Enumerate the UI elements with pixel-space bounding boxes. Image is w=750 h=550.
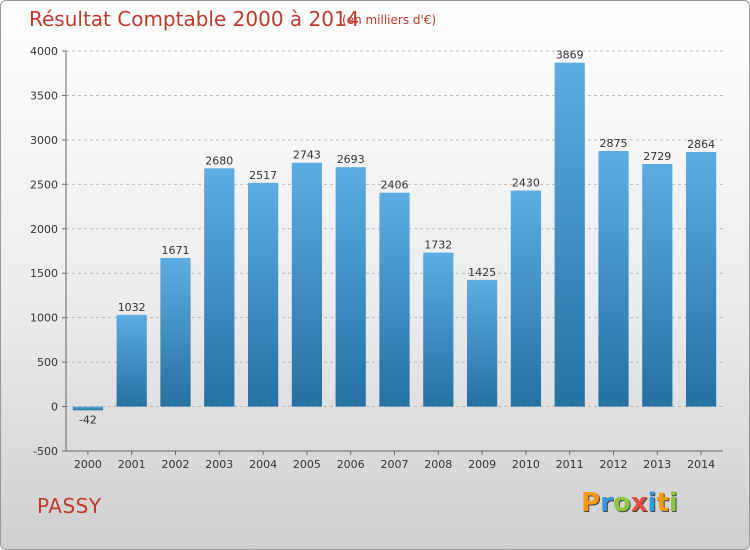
x-tick-label: 2006 <box>337 458 365 471</box>
chart-title: Résultat Comptable 2000 à 2014 <box>29 7 360 31</box>
data-label: 2743 <box>293 149 321 162</box>
bar <box>291 162 323 407</box>
bars: -42 1032 1671 2680 2517 2743 2693 2406 1732 1425 2… <box>72 49 717 426</box>
y-tick-label: 4000 <box>30 45 58 58</box>
bar <box>598 151 629 407</box>
y-axis: -500 0 500 1000 1500 2000 2500 3000 3500 4000 <box>30 45 67 458</box>
bar <box>379 192 410 407</box>
bar <box>204 168 235 407</box>
x-tick-label: 2013 <box>643 458 671 471</box>
y-tick-label: 3000 <box>30 134 58 147</box>
bar <box>466 279 498 407</box>
bar <box>685 151 717 407</box>
logo-letter: o <box>612 488 631 518</box>
proxiti-logo[interactable]: Proxiti <box>581 488 678 518</box>
y-tick-label: 2500 <box>30 178 58 191</box>
data-label: 3869 <box>556 49 584 62</box>
x-tick-label: 2004 <box>249 458 277 471</box>
data-label: 1671 <box>162 244 190 257</box>
x-tick-label: 2003 <box>205 458 233 471</box>
y-tick-label: 2000 <box>30 223 58 236</box>
data-label: 1032 <box>118 301 146 314</box>
x-axis: 2000 2001 2002 2003 2004 2005 2006 2007 2008 2009… <box>66 450 723 471</box>
x-tick-label: 2002 <box>162 458 190 471</box>
data-label: 2729 <box>643 150 671 163</box>
data-label: -42 <box>79 413 97 426</box>
x-tick-label: 2007 <box>381 458 409 471</box>
x-tick-label: 2005 <box>293 458 321 471</box>
logo-letter: t <box>656 488 669 518</box>
y-tick-label: 1500 <box>30 267 58 280</box>
bar <box>554 62 585 407</box>
logo-letter: i <box>647 488 657 518</box>
bar <box>510 190 542 407</box>
x-tick-label: 2011 <box>556 458 584 471</box>
data-label: 2406 <box>381 179 409 192</box>
y-tick-label: 500 <box>37 356 58 369</box>
data-label: 2864 <box>687 138 715 151</box>
x-tick-label: 2014 <box>687 458 715 471</box>
data-label: 2693 <box>337 153 365 166</box>
bar <box>116 314 147 407</box>
x-tick-label: 2008 <box>424 458 452 471</box>
x-tick-label: 2001 <box>118 458 146 471</box>
data-label: 2875 <box>600 137 628 150</box>
x-tick-label: 2009 <box>468 458 496 471</box>
bar <box>642 163 673 407</box>
logo-letter: x <box>630 488 648 518</box>
bar <box>160 258 191 407</box>
y-tick-label: 3500 <box>30 89 58 102</box>
data-label: 2430 <box>512 177 540 190</box>
bar <box>335 167 366 407</box>
bar <box>423 252 454 407</box>
bar <box>72 406 104 411</box>
data-label: 2517 <box>249 169 277 182</box>
chart-subtitle: (en milliers d'€) <box>342 13 437 27</box>
y-tick-label: 0 <box>51 401 58 414</box>
y-tick-label: 1000 <box>30 312 58 325</box>
x-tick-label: 2000 <box>74 458 102 471</box>
data-label: 1732 <box>424 239 452 252</box>
x-tick-label: 2012 <box>600 458 628 471</box>
bar <box>247 182 279 407</box>
data-label: 1425 <box>468 266 496 279</box>
commune-name: PASSY <box>37 494 102 518</box>
logo-letter: i <box>668 488 678 518</box>
x-tick-label: 2010 <box>512 458 540 471</box>
logo-letter: P <box>581 488 601 518</box>
y-tick-label: -500 <box>33 445 58 458</box>
data-label: 2680 <box>205 154 233 167</box>
logo-letter: r <box>600 488 613 518</box>
